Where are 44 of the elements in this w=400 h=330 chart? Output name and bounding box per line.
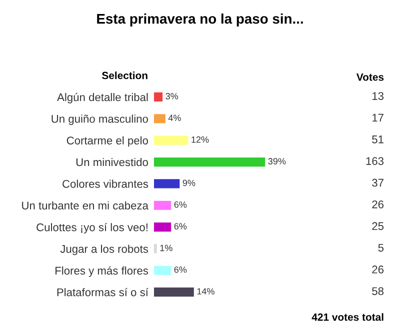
data-label: 39%	[268, 158, 286, 164]
text: Votes	[356, 74, 384, 81]
y-tick-label: Colores vibrantes	[62, 180, 148, 188]
data-label: 1%	[160, 244, 172, 252]
text: 58	[372, 287, 384, 296]
bar	[154, 222, 172, 232]
data-label: 14%	[197, 288, 214, 294]
bar	[154, 244, 157, 254]
data-label: 9%	[182, 180, 196, 186]
bar	[154, 179, 180, 188]
y-tick-label: Algún detalle tribal	[57, 92, 148, 104]
bar	[154, 92, 163, 102]
y-tick-label: Plataformas sí o sí	[57, 288, 148, 296]
text: 421 votes total	[312, 313, 384, 321]
y-tick-label: Culottes ¡yo sí los veo!	[36, 222, 148, 234]
data-label: 6%	[174, 223, 187, 230]
text: 163	[366, 157, 384, 165]
bar	[154, 266, 172, 275]
y-tick-label: Un minivestido	[76, 158, 148, 166]
text: 26	[372, 200, 384, 208]
text: 26	[372, 266, 384, 274]
bar	[154, 157, 266, 167]
text: 13	[372, 92, 384, 100]
data-label: 4%	[168, 114, 181, 122]
text: 5	[378, 244, 384, 252]
bar	[154, 136, 188, 145]
bar	[154, 200, 172, 210]
y-tick-label: Un guiño masculino	[52, 114, 148, 125]
y-axis-title: Selection	[102, 72, 148, 80]
text: 51	[372, 136, 384, 144]
data-label: 6%	[174, 201, 187, 208]
text: 17	[372, 114, 384, 122]
bar	[154, 288, 194, 297]
data-label: 3%	[166, 93, 178, 100]
y-tick-label: Cortarme el pelo	[66, 136, 148, 147]
chart-title: Esta primavera no la paso sin...	[97, 14, 303, 26]
data-label: 6%	[174, 266, 187, 273]
bar	[154, 114, 166, 124]
text: 37	[372, 178, 384, 187]
text: 25	[372, 222, 384, 230]
data-label: 12%	[192, 136, 209, 143]
y-tick-label: Jugar a los robots	[60, 244, 148, 256]
y-tick-label: Flores y más flores	[56, 266, 148, 277]
y-tick-label: Un turbante en mi cabeza	[22, 201, 148, 210]
